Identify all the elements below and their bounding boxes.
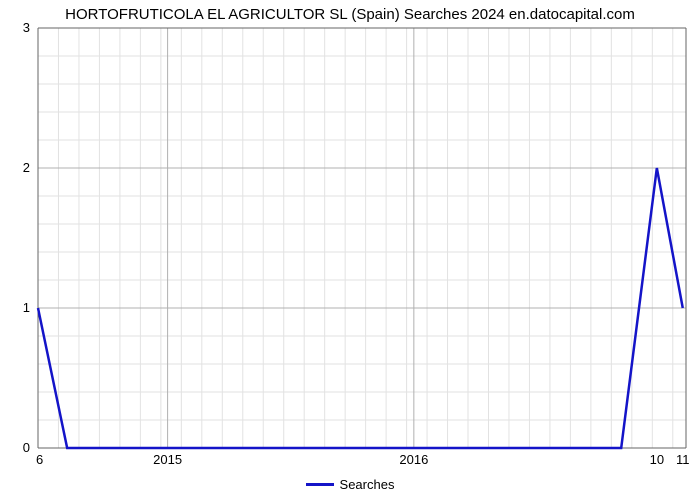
legend-swatch	[306, 483, 334, 486]
svg-text:2016: 2016	[399, 452, 428, 467]
svg-text:6: 6	[36, 452, 43, 467]
svg-text:10: 10	[650, 452, 664, 467]
chart-legend: Searches	[0, 476, 700, 492]
svg-text:0: 0	[23, 440, 30, 455]
svg-text:2: 2	[23, 160, 30, 175]
chart-container: HORTOFRUTICOLA EL AGRICULTOR SL (Spain) …	[0, 0, 700, 500]
legend-label: Searches	[340, 477, 395, 492]
chart-title: HORTOFRUTICOLA EL AGRICULTOR SL (Spain) …	[0, 6, 700, 23]
svg-text:3: 3	[23, 23, 30, 35]
svg-text:2015: 2015	[153, 452, 182, 467]
svg-text:11: 11	[676, 452, 690, 467]
chart-plot: 0 1 2 3 2015 2016 6 10 11	[8, 23, 700, 498]
svg-text:1: 1	[23, 300, 30, 315]
